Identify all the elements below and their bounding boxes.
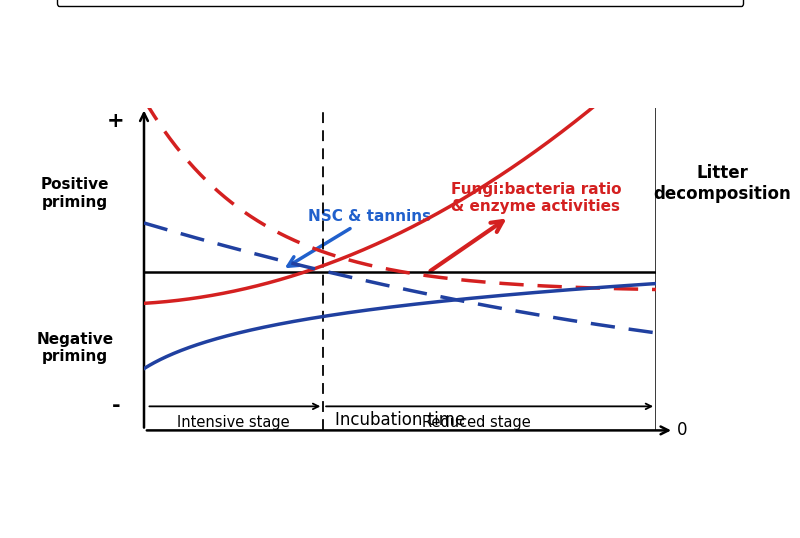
- Text: Reduced stage: Reduced stage: [422, 415, 531, 430]
- Text: Litter
decomposition: Litter decomposition: [654, 164, 791, 202]
- Text: +: +: [107, 111, 125, 131]
- Text: Negative
priming: Negative priming: [36, 332, 114, 364]
- Text: 0: 0: [677, 421, 687, 440]
- Text: Intensive stage: Intensive stage: [178, 415, 290, 430]
- Legend: Priming of higher order roots, Decomposition of higher order roots, Priming of l: Priming of higher order roots, Decomposi…: [57, 0, 743, 6]
- Text: Incubation time: Incubation time: [335, 411, 465, 429]
- Text: NSC & tannins: NSC & tannins: [288, 209, 431, 266]
- Text: Fungi:bacteria ratio
& enzyme activities: Fungi:bacteria ratio & enzyme activities: [430, 182, 622, 271]
- Text: Positive
priming: Positive priming: [41, 177, 109, 210]
- Text: -: -: [111, 397, 120, 416]
